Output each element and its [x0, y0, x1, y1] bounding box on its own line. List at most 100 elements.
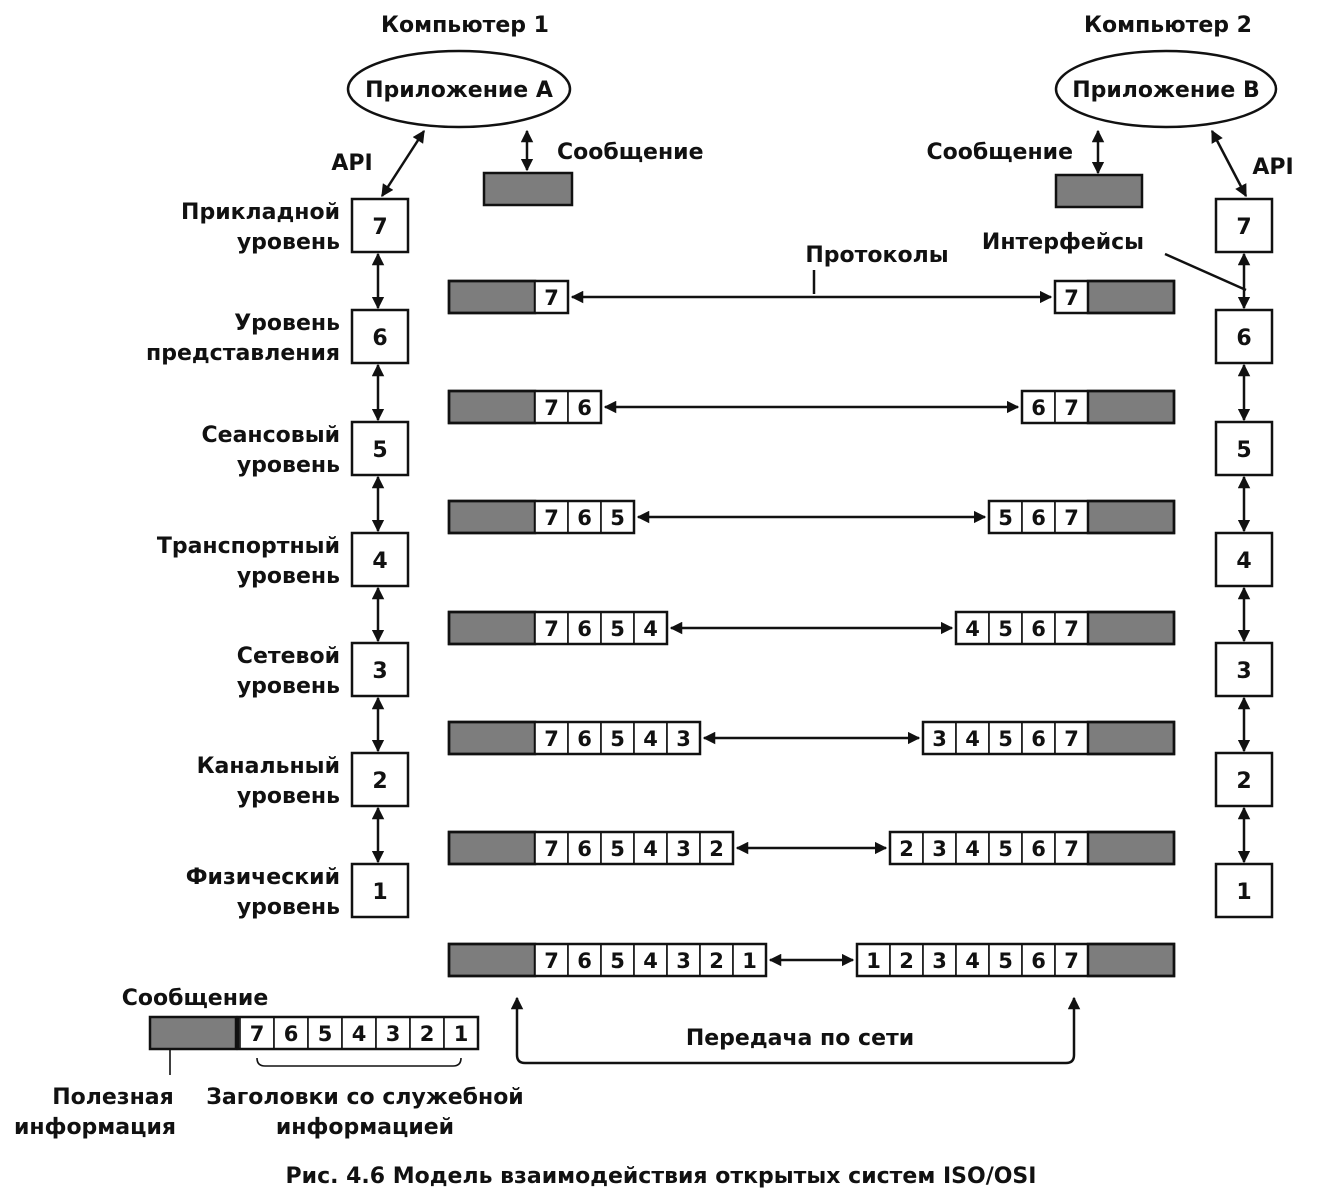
packet-right-7-payload	[1086, 279, 1176, 315]
level-3-number-left: 3	[372, 659, 387, 684]
packet-right-5-header-label-6: 6	[1031, 506, 1046, 530]
packet-right-5-frame	[987, 499, 1176, 535]
application-b-ellipse	[1054, 49, 1278, 129]
level-1-name-line2: уровень	[237, 895, 340, 920]
packet-right-2-header-label-7: 7	[1064, 837, 1079, 861]
packet-right-1-header-label-1: 1	[866, 949, 881, 973]
packet-left-3-header-5	[600, 721, 635, 755]
protocols-label: Протоколы	[805, 243, 948, 268]
packet-right-2-header-label-4: 4	[965, 837, 980, 861]
packet-right-3-header-label-4: 4	[965, 727, 980, 751]
packet-right-2-header-label-2: 2	[899, 837, 914, 861]
packet-left-6-header-label-6: 6	[577, 396, 592, 420]
legend-header-label-1: 1	[454, 1022, 469, 1046]
payload-label-line1: Полезная	[52, 1085, 174, 1110]
api-arrow-a	[380, 129, 426, 198]
level-7-box-right	[1214, 197, 1274, 254]
level-3-number-right: 3	[1236, 659, 1251, 684]
packet-right-4-payload	[1086, 610, 1176, 646]
packet-left-4-frame	[447, 610, 669, 646]
application-a-label: Приложение A	[365, 78, 553, 103]
packet-right-2-header-6	[1021, 831, 1056, 865]
packet-left-3-frame	[447, 720, 702, 756]
level-4-number-left: 4	[372, 549, 387, 574]
headers-label-line1: Заголовки со служебной	[206, 1085, 523, 1110]
level-5-box-right	[1214, 420, 1274, 477]
packet-right-4-frame	[954, 610, 1176, 646]
packet-left-5-header-label-5: 5	[610, 506, 625, 530]
packet-left-6-payload	[447, 389, 537, 425]
api-label-b: API	[1252, 155, 1293, 180]
level-5-number-right: 5	[1236, 438, 1251, 463]
level-1-name-line1: Физический	[186, 865, 340, 890]
message-block-b	[1054, 173, 1144, 209]
packet-right-5-header-label-5: 5	[998, 506, 1013, 530]
level-2-box-left	[350, 751, 410, 808]
packet-left-2-header-label-6: 6	[577, 837, 592, 861]
level-6-number-right: 6	[1236, 326, 1251, 351]
level-5-box-left	[350, 420, 410, 477]
level-7-number-right: 7	[1236, 215, 1251, 240]
packet-right-4-header-label-7: 7	[1064, 617, 1079, 641]
packet-right-3-header-label-6: 6	[1031, 727, 1046, 751]
packet-left-4-header-5	[600, 611, 635, 645]
packet-left-2-header-label-2: 2	[709, 837, 724, 861]
level-stacks: 7 7 Прикладной уровень 6 6 Уровень представлени…	[146, 197, 1274, 920]
packet-left-2-header-6	[567, 831, 602, 865]
level-3-box-left	[350, 641, 410, 698]
packet-right-2-header-label-6: 6	[1031, 837, 1046, 861]
packet-left-2-header-label-3: 3	[676, 837, 691, 861]
level-7-number-left: 7	[372, 215, 387, 240]
legend-header-label-7: 7	[250, 1022, 265, 1046]
packet-right-3-header-6	[1021, 721, 1056, 755]
computer-2-title: Компьютер 2	[1084, 13, 1252, 38]
level-2-name-line1: Канальный	[197, 754, 340, 779]
legend-header-label-4: 4	[352, 1022, 367, 1046]
packet-left-3-header-7	[534, 721, 569, 755]
packet-right-6-header-label-6: 6	[1031, 396, 1046, 420]
packet-left-5-header-label-7: 7	[544, 506, 559, 530]
packet-left-4-header-label-6: 6	[577, 617, 592, 641]
level-1-number-left: 1	[372, 880, 387, 905]
packet-left-6-frame	[447, 389, 603, 425]
packet-left-1-header-label-6: 6	[577, 949, 592, 973]
packet-right-3-frame	[921, 720, 1176, 756]
level-1-number-right: 1	[1236, 880, 1251, 905]
level-3-name-line2: уровень	[237, 674, 340, 699]
level-4-number-right: 4	[1236, 549, 1251, 574]
level-7-box-left	[350, 197, 410, 254]
packet-left-5-header-7	[534, 500, 569, 534]
application-a-ellipse	[346, 49, 572, 129]
network-transmission-label: Передача по сети	[686, 1026, 914, 1051]
protocol-packets: 7 77 6 6 77 6 5 5 6 77 6 5 4 4 5 6 77 6 5 4 3 3 4 5 6 77 6 5 4 3 2 2 3 4 5…	[447, 279, 1176, 978]
packet-left-3-payload	[447, 720, 537, 756]
packet-right-1-header-label-6: 6	[1031, 949, 1046, 973]
legend-header-4	[341, 1016, 377, 1050]
legend-header-label-6: 6	[284, 1022, 299, 1046]
packet-right-1-header-label-7: 7	[1064, 949, 1079, 973]
packet-left-7-frame	[447, 279, 570, 315]
packet-left-3-header-4	[633, 721, 668, 755]
packet-left-5-frame	[447, 499, 636, 535]
packet-left-4-header-label-5: 5	[610, 617, 625, 641]
packet-left-3-header-label-5: 5	[610, 727, 625, 751]
packet-right-2-header-label-3: 3	[932, 837, 947, 861]
legend-header-label-2: 2	[420, 1022, 435, 1046]
level-1-box-left	[350, 862, 410, 919]
level-2-number-left: 2	[372, 769, 387, 794]
level-2-name-line2: уровень	[237, 784, 340, 809]
packet-right-1-header-label-3: 3	[932, 949, 947, 973]
level-4-name-line2: уровень	[237, 564, 340, 589]
packet-right-1-frame	[855, 942, 1176, 978]
legend-header-label-3: 3	[386, 1022, 401, 1046]
packet-left-2-frame	[447, 830, 735, 866]
packet-right-3-payload	[1086, 720, 1176, 756]
packet-right-4-header-6	[1021, 611, 1056, 645]
packet-right-1-payload	[1086, 942, 1176, 978]
packet-left-1-payload	[447, 942, 537, 978]
level-2-number-right: 2	[1236, 769, 1251, 794]
packet-right-3-header-label-7: 7	[1064, 727, 1079, 751]
level-2-box-right	[1214, 751, 1274, 808]
packet-right-7-header-label-7: 7	[1064, 286, 1079, 310]
network-transmission-arrow	[510, 996, 1081, 1065]
